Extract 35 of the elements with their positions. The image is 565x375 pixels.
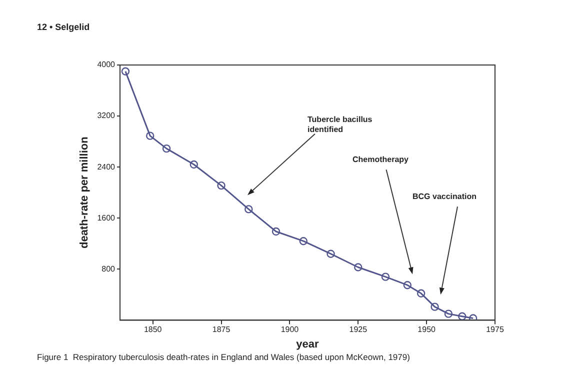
x-tick-label: 1925 — [349, 325, 368, 334]
caption: Figure 1 Respiratory tuberculosis death-rates in England and Wales (based upon McKeown, 1979) — [37, 352, 410, 362]
point — [381, 272, 390, 281]
point — [444, 310, 453, 318]
y-tick-label: 3200 — [97, 111, 116, 120]
point — [354, 263, 362, 272]
x-tick-label: 1950 — [418, 325, 436, 334]
point — [244, 205, 253, 214]
point — [430, 302, 439, 311]
point — [469, 314, 478, 320]
point — [217, 181, 226, 190]
point — [299, 236, 308, 246]
y-tick-label: 2400 — [97, 162, 116, 172]
point — [190, 160, 198, 169]
x-tick-label: 1875 — [212, 325, 231, 334]
point — [458, 312, 466, 320]
point — [121, 67, 130, 76]
point — [416, 289, 426, 298]
x-tick-label: 1850 — [144, 325, 162, 334]
x-tick-label: 1900 — [280, 325, 300, 334]
y-tick-label: 1600 — [97, 213, 116, 222]
x-tick-label: 1975 — [486, 325, 504, 334]
point — [403, 281, 412, 290]
y-tick-label: 4000 — [97, 60, 116, 70]
text: 12 • Selgelid — [37, 22, 90, 32]
point — [326, 250, 335, 258]
point — [272, 227, 280, 236]
y-axis-title: death-rate per million — [78, 136, 91, 249]
annotation: Tubercle bacillus identified — [308, 115, 373, 134]
y-tick-label: 800 — [102, 264, 116, 274]
annotation: Chemotherapy — [352, 154, 410, 164]
annotation: BCG vaccination — [412, 192, 477, 201]
point — [162, 144, 171, 153]
x-axis-title: year — [296, 338, 320, 350]
point — [146, 132, 154, 140]
